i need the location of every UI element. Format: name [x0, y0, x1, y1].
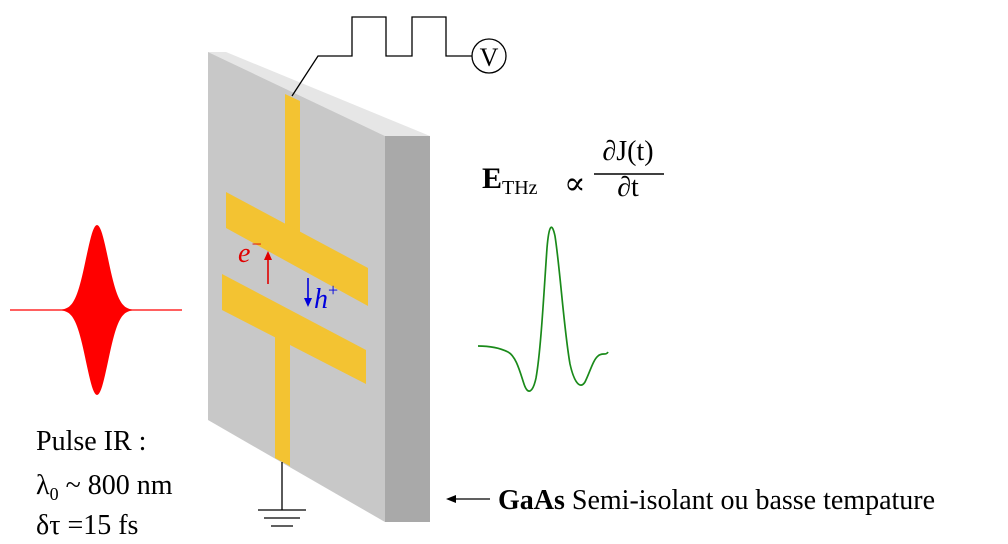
ir-pulse — [10, 225, 182, 395]
electrode-bottom-line — [275, 320, 290, 466]
electrode-top-line — [285, 94, 300, 238]
svg-text:GaAs Semi-isolant ou basse tem: GaAs Semi-isolant ou basse tempature — [498, 485, 935, 516]
voltmeter-label: V — [480, 43, 499, 72]
svg-text:h+: h+ — [314, 280, 338, 315]
voltmeter-circle — [471, 38, 507, 74]
electrode-top-bar — [226, 192, 368, 306]
substrate-label: GaAs Semi-isolant ou basse tempature — [446, 485, 935, 516]
ir-pulse-envelope — [59, 225, 135, 395]
pulse-info: Pulse IR : λ0 ~ 800 nm δτ =15 fs — [36, 426, 173, 541]
wavelength-value: ~ 800 nm — [59, 470, 173, 501]
thz-waveform — [477, 226, 609, 392]
formula-field-subscript: THz — [502, 177, 538, 199]
electrode-bottom-bar — [222, 274, 366, 384]
wavelength-subscript: 0 — [50, 484, 59, 504]
hole-arrow — [304, 278, 312, 307]
svg-text:e−: e− — [238, 234, 263, 269]
bias-circuit — [258, 16, 507, 527]
substrate-pointer-arrow — [446, 495, 490, 503]
substrate-side-face — [385, 136, 430, 522]
substrate-front-face — [208, 52, 385, 522]
electron-charge: − — [250, 234, 262, 254]
pulse-info-line3: δτ =15 fs — [36, 510, 138, 541]
hole-charge: + — [328, 280, 338, 300]
hole-symbol: h — [314, 284, 328, 315]
formula-numerator: ∂J(t) — [602, 136, 653, 167]
svg-text:ETHz: ETHz — [482, 162, 538, 199]
formula-denominator: ∂t — [617, 172, 639, 203]
substrate-description: Semi-isolant ou basse tempature — [565, 485, 935, 516]
wavelength-symbol: λ — [36, 470, 50, 501]
antenna-electrodes — [222, 94, 368, 466]
electron-arrow — [264, 251, 272, 284]
pulse-info-line1: Pulse IR : — [36, 426, 146, 457]
formula-proportional: ∝ — [564, 165, 586, 201]
thz-formula: ETHz ∝ ∂J(t) ∂t — [482, 136, 664, 203]
electron-symbol: e — [238, 238, 250, 269]
bias-square-wave — [291, 16, 472, 97]
substrate-top-face — [208, 52, 430, 136]
electron-label: e− — [238, 234, 263, 269]
formula-field-symbol: E — [482, 162, 502, 195]
substrate-material: GaAs — [498, 485, 565, 516]
gaas-substrate — [208, 52, 430, 522]
pulse-info-line2: λ0 ~ 800 nm — [36, 470, 173, 504]
hole-label: h+ — [314, 280, 338, 315]
